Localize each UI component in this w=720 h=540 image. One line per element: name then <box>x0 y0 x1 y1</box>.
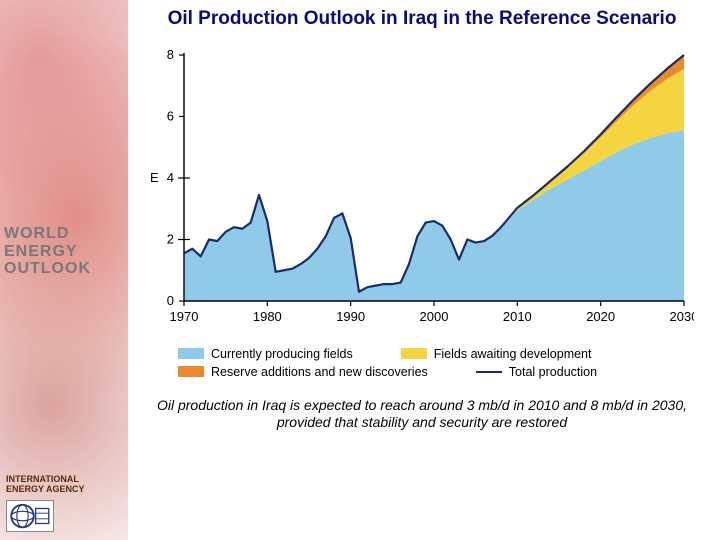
legend-line-icon <box>476 371 502 373</box>
weo-line-2: ENERGY <box>4 243 124 261</box>
svg-text:1980: 1980 <box>253 309 282 324</box>
svg-text:2: 2 <box>167 231 174 246</box>
world-energy-outlook-logo: WORLD ENERGY OUTLOOK <box>4 225 124 278</box>
chart-container: 0 2 4 6 8 E 1970 1980 1990 2000 2010 2020 2030 <box>134 41 710 341</box>
caption: Oil production in Iraq is expected to re… <box>134 397 710 432</box>
legend-item-reserve-additions: Reserve additions and new discoveries <box>178 365 428 379</box>
legend: Currently producing fields Fields awaiti… <box>178 343 710 379</box>
iea-line-2: ENERGY AGENCY <box>6 485 122 494</box>
svg-text:E: E <box>150 170 159 185</box>
legend-swatch-icon <box>401 348 427 359</box>
legend-label: Total production <box>509 365 597 379</box>
svg-text:4: 4 <box>167 170 174 185</box>
legend-row-2: Reserve additions and new discoveries To… <box>178 365 710 379</box>
legend-label: Currently producing fields <box>211 347 353 361</box>
weo-line-1: WORLD <box>4 225 124 243</box>
legend-label: Reserve additions and new discoveries <box>211 365 428 379</box>
weo-line-3: OUTLOOK <box>4 260 124 278</box>
svg-text:2010: 2010 <box>503 309 532 324</box>
svg-text:0: 0 <box>167 293 174 308</box>
svg-text:1970: 1970 <box>170 309 199 324</box>
legend-swatch-icon <box>178 366 204 377</box>
legend-row-1: Currently producing fields Fields awaiti… <box>178 347 710 361</box>
sidebar: WORLD ENERGY OUTLOOK INTERNATIONAL ENERG… <box>0 0 128 540</box>
svg-text:1990: 1990 <box>336 309 365 324</box>
iea-logo-icon <box>6 500 54 532</box>
legend-swatch-icon <box>178 348 204 359</box>
main-content: Oil Production Outlook in Iraq in the Re… <box>128 0 720 540</box>
svg-text:6: 6 <box>167 108 174 123</box>
legend-item-currently-producing: Currently producing fields <box>178 347 353 361</box>
svg-text:2000: 2000 <box>420 309 449 324</box>
production-chart: 0 2 4 6 8 E 1970 1980 1990 2000 2010 2020 2030 <box>134 41 694 341</box>
slide: WORLD ENERGY OUTLOOK INTERNATIONAL ENERG… <box>0 0 720 540</box>
slide-title: Oil Production Outlook in Iraq in the Re… <box>134 8 710 31</box>
legend-item-awaiting-development: Fields awaiting development <box>401 347 592 361</box>
svg-text:2030: 2030 <box>670 309 694 324</box>
legend-label: Fields awaiting development <box>434 347 592 361</box>
legend-item-total-production: Total production <box>476 365 597 379</box>
iea-text: INTERNATIONAL ENERGY AGENCY <box>6 475 122 494</box>
svg-text:8: 8 <box>167 47 174 62</box>
svg-text:2020: 2020 <box>586 309 615 324</box>
